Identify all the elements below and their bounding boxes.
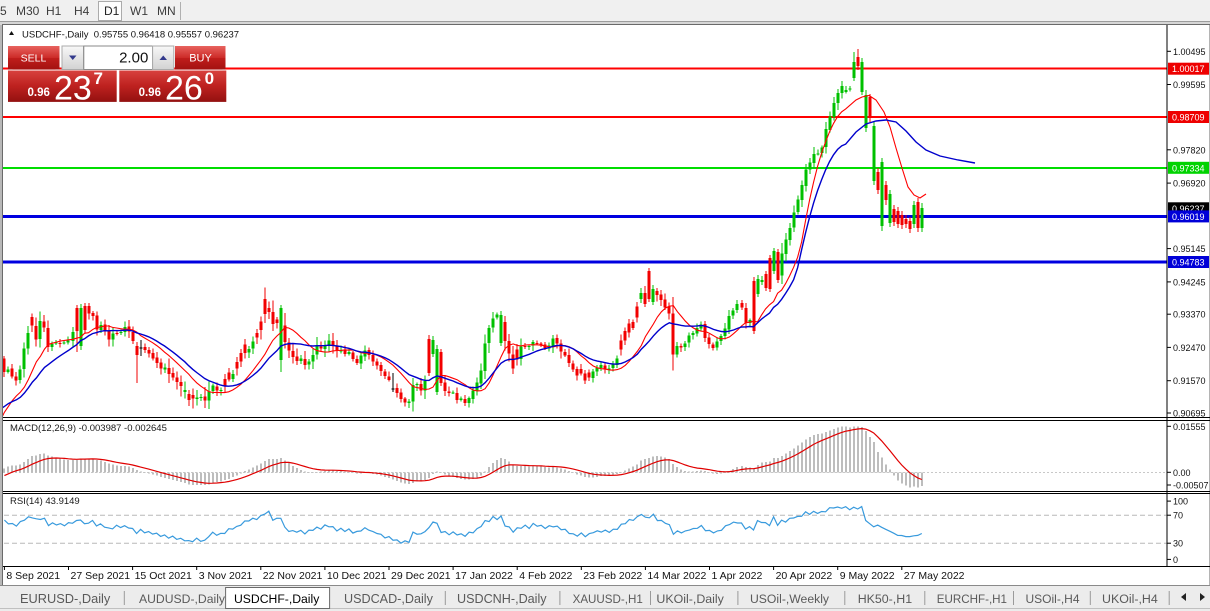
svg-text:EURCHF-,H1: EURCHF-,H1: [937, 593, 1007, 606]
svg-text:USOil-,Weekly: USOil-,Weekly: [750, 592, 830, 606]
svg-text:0.93370: 0.93370: [1173, 310, 1206, 320]
svg-text:26: 26: [165, 70, 203, 108]
svg-text:23: 23: [54, 70, 92, 108]
svg-text:XAUUSD-,H1: XAUUSD-,H1: [573, 593, 643, 606]
svg-text:0: 0: [1173, 555, 1178, 565]
svg-text:D1: D1: [104, 4, 120, 18]
svg-text:BUY: BUY: [189, 53, 212, 65]
svg-text:1.00495: 1.00495: [1173, 47, 1206, 57]
svg-text:1 Apr 2022: 1 Apr 2022: [712, 570, 763, 582]
svg-text:AUDUSD-,Daily: AUDUSD-,Daily: [139, 592, 226, 606]
svg-text:22 Nov 2021: 22 Nov 2021: [263, 570, 323, 582]
svg-text:17 Jan 2022: 17 Jan 2022: [455, 570, 513, 582]
svg-text:0.98709: 0.98709: [1172, 113, 1205, 123]
svg-text:3 Nov 2021: 3 Nov 2021: [199, 570, 253, 582]
svg-text:0.96019: 0.96019: [1172, 212, 1205, 222]
svg-text:USDCHF-,Daily 0.95755 0.96418: USDCHF-,Daily 0.95755 0.96418 0.95557 0.…: [22, 30, 239, 41]
svg-text:EURUSD-,Daily: EURUSD-,Daily: [20, 591, 111, 606]
svg-text:H1: H1: [46, 4, 62, 18]
svg-text:0.90695: 0.90695: [1173, 409, 1206, 419]
svg-text:30: 30: [1173, 539, 1183, 549]
svg-text:0.96920: 0.96920: [1173, 179, 1206, 189]
svg-text:MN: MN: [157, 4, 176, 18]
svg-text:UKOil-,Daily: UKOil-,Daily: [656, 592, 724, 606]
svg-text:HK50-,H1: HK50-,H1: [858, 592, 913, 606]
svg-text:0.91570: 0.91570: [1173, 376, 1206, 386]
svg-text:14 Mar 2022: 14 Mar 2022: [647, 570, 706, 582]
svg-text:0.97820: 0.97820: [1173, 145, 1206, 155]
svg-text:0.94245: 0.94245: [1173, 277, 1206, 287]
svg-text:RSI(14) 43.9149: RSI(14) 43.9149: [10, 496, 80, 507]
svg-text:UKOil-,H4: UKOil-,H4: [1102, 592, 1158, 606]
svg-text:5: 5: [0, 4, 7, 18]
svg-text:0.96: 0.96: [28, 87, 50, 99]
svg-text:0.95145: 0.95145: [1173, 244, 1206, 254]
svg-text:0.94783: 0.94783: [1172, 258, 1205, 268]
svg-text:1.00017: 1.00017: [1172, 64, 1205, 74]
svg-text:0.92470: 0.92470: [1173, 343, 1206, 353]
svg-text:20 Apr 2022: 20 Apr 2022: [776, 570, 833, 582]
svg-text:27 Sep 2021: 27 Sep 2021: [71, 570, 131, 582]
svg-text:4 Feb 2022: 4 Feb 2022: [519, 570, 572, 582]
svg-text:SELL: SELL: [21, 53, 47, 65]
svg-text:MACD(12,26,9) -0.003987 -0.002: MACD(12,26,9) -0.003987 -0.002645: [10, 423, 167, 434]
svg-text:0.01555: 0.01555: [1173, 422, 1206, 432]
svg-text:USOil-,H4: USOil-,H4: [1026, 592, 1080, 606]
svg-text:USDCAD-,Daily: USDCAD-,Daily: [344, 592, 434, 606]
svg-text:10 Dec 2021: 10 Dec 2021: [327, 570, 387, 582]
svg-text:27 May 2022: 27 May 2022: [904, 570, 965, 582]
svg-text:2.00: 2.00: [119, 50, 148, 67]
svg-text:70: 70: [1173, 511, 1183, 521]
svg-text:29 Dec 2021: 29 Dec 2021: [391, 570, 451, 582]
svg-text:0.96237: 0.96237: [1172, 204, 1205, 214]
svg-text:0.99595: 0.99595: [1173, 80, 1206, 90]
svg-text:-0.00507: -0.00507: [1173, 481, 1209, 491]
svg-text:0.97334: 0.97334: [1172, 163, 1205, 173]
svg-text:M30: M30: [16, 4, 40, 18]
svg-text:8 Sep 2021: 8 Sep 2021: [6, 570, 60, 582]
svg-text:USDCHF-,Daily: USDCHF-,Daily: [234, 592, 320, 606]
svg-text:15 Oct 2021: 15 Oct 2021: [135, 570, 192, 582]
svg-text:0.00: 0.00: [1173, 468, 1191, 478]
svg-text:9 May 2022: 9 May 2022: [840, 570, 895, 582]
svg-text:7: 7: [94, 69, 103, 88]
svg-text:USDCNH-,Daily: USDCNH-,Daily: [457, 592, 547, 606]
svg-text:H4: H4: [74, 4, 90, 18]
svg-text:0.96: 0.96: [139, 87, 161, 99]
svg-text:W1: W1: [130, 4, 148, 18]
svg-text:100: 100: [1173, 497, 1188, 507]
svg-text:0: 0: [205, 69, 214, 88]
svg-text:23 Feb 2022: 23 Feb 2022: [583, 570, 642, 582]
